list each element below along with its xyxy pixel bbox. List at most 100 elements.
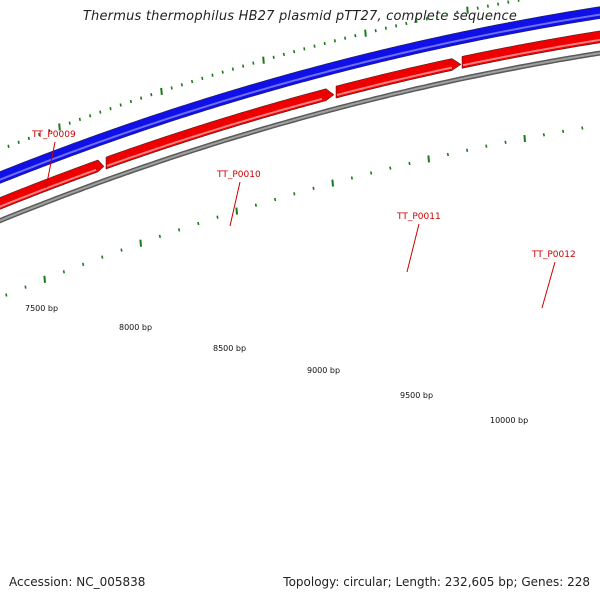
tick-mark xyxy=(293,49,296,54)
tick-mark xyxy=(272,55,275,59)
tick-mark xyxy=(140,96,143,100)
tick-mark xyxy=(170,86,173,90)
accession-text: Accession: NC_005838 xyxy=(9,575,146,589)
tick-mark xyxy=(7,144,10,148)
tick-mark xyxy=(333,39,336,43)
bp-scale-label: 9500 bp xyxy=(400,391,433,400)
tick-mark xyxy=(446,152,449,157)
tick-mark xyxy=(197,221,200,226)
tick-mark xyxy=(485,144,488,148)
tick-mark xyxy=(344,36,347,40)
tick-mark xyxy=(384,26,387,30)
tick-mark xyxy=(262,56,265,64)
tick-mark xyxy=(235,207,238,215)
tick-mark xyxy=(191,79,194,84)
tick-mark xyxy=(282,52,285,57)
tick-mark xyxy=(497,2,500,6)
outer-tick-marks xyxy=(5,126,584,297)
tick-mark xyxy=(158,234,161,239)
tick-mark xyxy=(129,99,132,104)
tick-mark xyxy=(82,262,85,267)
map-title: Thermus thermophilus HB27 plasmid pTT27,… xyxy=(82,9,518,24)
bp-scale-labels: 7500 bp 8000 bp 8500 bp 9000 bp 9500 bp 10000… xyxy=(25,304,528,425)
tick-mark xyxy=(313,44,316,48)
tick-mark xyxy=(252,61,255,65)
tick-mark xyxy=(408,161,411,166)
backbone-highlight xyxy=(0,52,600,222)
tick-mark xyxy=(231,67,234,71)
tick-mark xyxy=(38,132,41,137)
inner-tick-marks xyxy=(7,0,520,148)
tick-mark xyxy=(293,192,296,196)
tick-mark xyxy=(68,121,71,125)
tick-mark xyxy=(542,133,545,137)
tick-mark xyxy=(303,47,306,51)
tick-mark xyxy=(5,293,8,297)
tick-mark xyxy=(221,70,224,74)
bp-scale-label: 8000 bp xyxy=(119,323,152,332)
tick-mark xyxy=(48,129,51,133)
tick-mark xyxy=(120,248,123,252)
tick-mark xyxy=(180,83,183,87)
tick-mark xyxy=(178,228,181,232)
forward-gene-track xyxy=(0,6,600,184)
tick-mark xyxy=(446,12,449,17)
tick-mark xyxy=(254,203,257,207)
tick-mark xyxy=(78,117,81,122)
tick-mark xyxy=(17,140,20,144)
tick-mark xyxy=(99,110,102,114)
gene-labels: TT_P0009 TT_P0010 TT_P0011 TT_P0012 xyxy=(31,130,576,309)
tick-mark xyxy=(350,176,353,180)
tick-mark xyxy=(331,179,334,187)
gene-label: TT_P0012 xyxy=(531,250,576,260)
tick-mark xyxy=(415,19,418,23)
gene-label: TT_P0010 xyxy=(216,170,261,180)
tick-mark xyxy=(466,6,469,14)
tick-mark xyxy=(101,255,104,259)
tick-mark xyxy=(466,148,469,152)
tick-mark xyxy=(58,123,61,131)
bp-scale-label: 7500 bp xyxy=(25,304,58,313)
reverse-gene-shine xyxy=(462,38,600,67)
tick-mark xyxy=(507,0,510,4)
gene-label: TT_P0009 xyxy=(31,130,76,140)
tick-mark xyxy=(242,64,245,68)
tick-mark xyxy=(24,285,27,289)
tick-mark xyxy=(89,114,92,118)
topology-summary: Topology: circular; Length: 232,605 bp; … xyxy=(283,575,590,589)
tick-mark xyxy=(211,73,214,77)
forward-gene-shine xyxy=(0,13,600,181)
gene-leader-line xyxy=(406,223,420,273)
tick-mark xyxy=(201,76,204,81)
tick-mark xyxy=(395,24,398,28)
tick-mark xyxy=(523,134,526,143)
tick-mark xyxy=(427,155,430,163)
tick-mark xyxy=(62,270,65,274)
tick-mark xyxy=(389,166,392,170)
sequence-backbone xyxy=(0,50,600,224)
tick-mark xyxy=(323,41,326,46)
tick-mark xyxy=(476,6,479,10)
tick-mark xyxy=(364,29,367,37)
tick-mark xyxy=(517,0,520,2)
tick-mark xyxy=(456,10,459,14)
bp-scale-label: 8500 bp xyxy=(213,344,246,353)
gene-leader-line xyxy=(229,181,241,227)
tick-mark xyxy=(43,275,46,283)
tick-mark xyxy=(216,215,219,219)
tick-mark xyxy=(119,103,122,107)
tick-mark xyxy=(150,93,153,97)
tick-mark xyxy=(405,21,408,26)
gene-leader-line xyxy=(541,261,556,309)
reverse-gene-shine xyxy=(0,168,97,208)
reverse-gene-shine xyxy=(336,66,453,96)
tick-mark xyxy=(486,4,489,8)
tick-mark xyxy=(139,239,142,247)
reverse-gene-shine xyxy=(106,97,323,167)
tick-mark xyxy=(354,34,357,38)
tick-mark xyxy=(562,129,565,134)
reverse-gene-track xyxy=(0,30,600,210)
tick-mark xyxy=(109,106,112,111)
tick-mark xyxy=(425,17,428,21)
